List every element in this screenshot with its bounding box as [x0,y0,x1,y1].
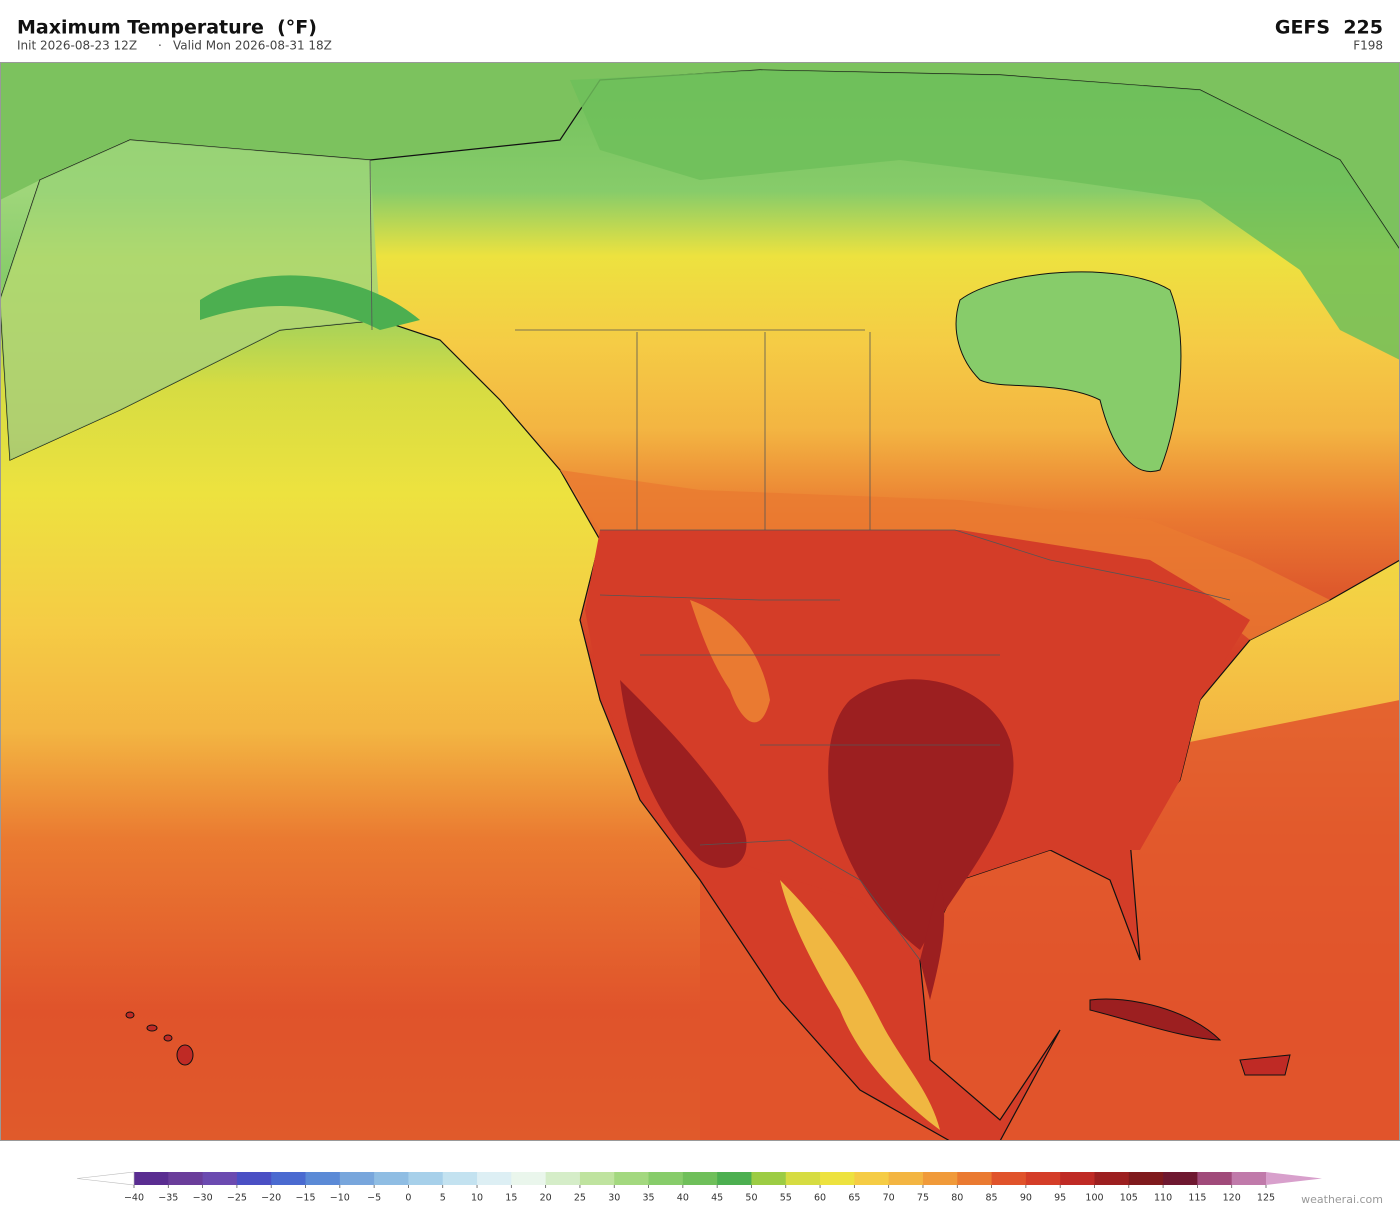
colorbar-tick-label: 100 [1085,1193,1103,1204]
colorbar-tick-label: 115 [1188,1193,1206,1204]
colorbar-tick-label: 85 [986,1193,998,1204]
forecast-hour: F198 [1353,39,1383,53]
colorbar-under [76,1171,135,1186]
colorbar-segment [134,1172,169,1185]
colorbar: −40 −35 −30 −25 −20 −15 −10 −5 0 5 10 15 20 25 30 35 40 4… [76,1171,1322,1204]
prairie-warm [560,470,1330,640]
colorbar-tick-label: 80 [951,1193,963,1204]
credit: weatherai.com [1301,1193,1383,1206]
valid-time: Valid Mon 2026-08-31 18Z [173,39,332,53]
map [0,62,1400,1141]
separator: · [158,39,162,53]
hispaniola [1239,1054,1291,1076]
desert-core [620,680,747,868]
colorbar-tick-label: 105 [1120,1193,1138,1204]
colorbar-segment [1128,1172,1164,1185]
colorbar-tick-label: 10 [471,1193,483,1204]
colorbar-tick-label: −35 [158,1193,178,1204]
colorbar-segment [1197,1172,1233,1185]
colorbar-segment [511,1172,547,1185]
colorbar-tick-label: 25 [574,1193,586,1204]
colorbar-tick-label: 35 [642,1193,654,1204]
title: Maximum Temperature (°F) [17,17,317,39]
colorbar-tick-label: 70 [883,1193,895,1204]
hudson-bay [955,271,1182,473]
colorbar-segment [991,1172,1027,1185]
colorbar-tick-label: −20 [261,1193,281,1204]
colorbar-tick-label: 30 [608,1193,620,1204]
colorbar-tick-label: 90 [1020,1193,1032,1204]
colorbar-tick-label: 55 [780,1193,792,1204]
colorbar-segment [957,1172,993,1185]
colorbar-segment [717,1172,752,1185]
colorbar-tick-label: 60 [814,1193,826,1204]
colorbar-segment [1163,1172,1198,1185]
colorbar-segment [579,1172,615,1185]
colorbar-segment [339,1172,375,1185]
colorbar-tick-label: −40 [124,1193,144,1204]
texas-coast [920,880,945,1000]
colorbar-tick-label: 15 [505,1193,517,1204]
colorbar-tick-label: 110 [1154,1193,1172,1204]
colorbar-tick-label: 50 [745,1193,757,1204]
plains-core [828,679,1014,950]
colorbar-segment [1094,1172,1130,1185]
colorbar-segment [648,1172,684,1185]
alaska-cool [0,140,380,460]
colorbar-tick-label: 5 [440,1193,446,1204]
colorbar-segment [1060,1172,1095,1185]
colorbar-tick-label: −5 [367,1193,381,1204]
init-time: Init 2026-08-23 12Z [17,39,137,53]
colorbar-segment [442,1172,478,1185]
colorbar-segment [922,1172,958,1185]
arctic-islands [570,70,1400,360]
colorbar-segment [820,1172,855,1185]
colorbar-segment [202,1172,238,1185]
colorbar-tick-label: 75 [917,1193,929,1204]
alaska-range [200,275,420,330]
colorbar-tick-label: 45 [711,1193,723,1204]
colorbar-segment [682,1172,718,1185]
colorbar-segment [477,1172,512,1185]
colorbar-tick-label: −15 [295,1193,315,1204]
colorbar-segment [1025,1172,1061,1185]
colorbar-segment [271,1172,307,1185]
colorbar-segment [168,1172,204,1185]
colorbar-tick-label: 95 [1054,1193,1066,1204]
colorbar-tick-label: 20 [540,1193,552,1204]
colorbar-tick-label: 0 [405,1193,411,1204]
colorbar-segment [374,1172,409,1185]
arctic-ocean [0,62,1400,250]
colorbar-tick-label: 120 [1223,1193,1241,1204]
colorbar-segment [408,1172,444,1185]
borders [369,159,1231,961]
colorbar-tick-label: 125 [1257,1193,1275,1204]
colorbar-segment [614,1172,650,1185]
colorbar-over [1266,1172,1322,1185]
hawaii [125,1011,194,1066]
colorbar-tick-label: 65 [848,1193,860,1204]
colorbar-segment [236,1172,272,1185]
colorbar-segment [751,1172,787,1185]
colorbar-tick-label: −30 [193,1193,213,1204]
colorbar-tick-label: 40 [677,1193,689,1204]
colorbar-segment [888,1172,924,1185]
colorbar-segment [305,1172,341,1185]
rockies-cool [690,600,770,723]
colorbar-segment [545,1172,581,1185]
colorbar-segment [785,1172,821,1185]
sierra-madre [780,880,940,1130]
colorbar-tick-label: −25 [227,1193,247,1204]
colorbar-segment [854,1172,890,1185]
model-name: GEFS 225 [1275,17,1383,39]
colorbar-tick-label: −10 [330,1193,350,1204]
cuba [1089,998,1222,1041]
colorbar-segment [1231,1172,1267,1185]
